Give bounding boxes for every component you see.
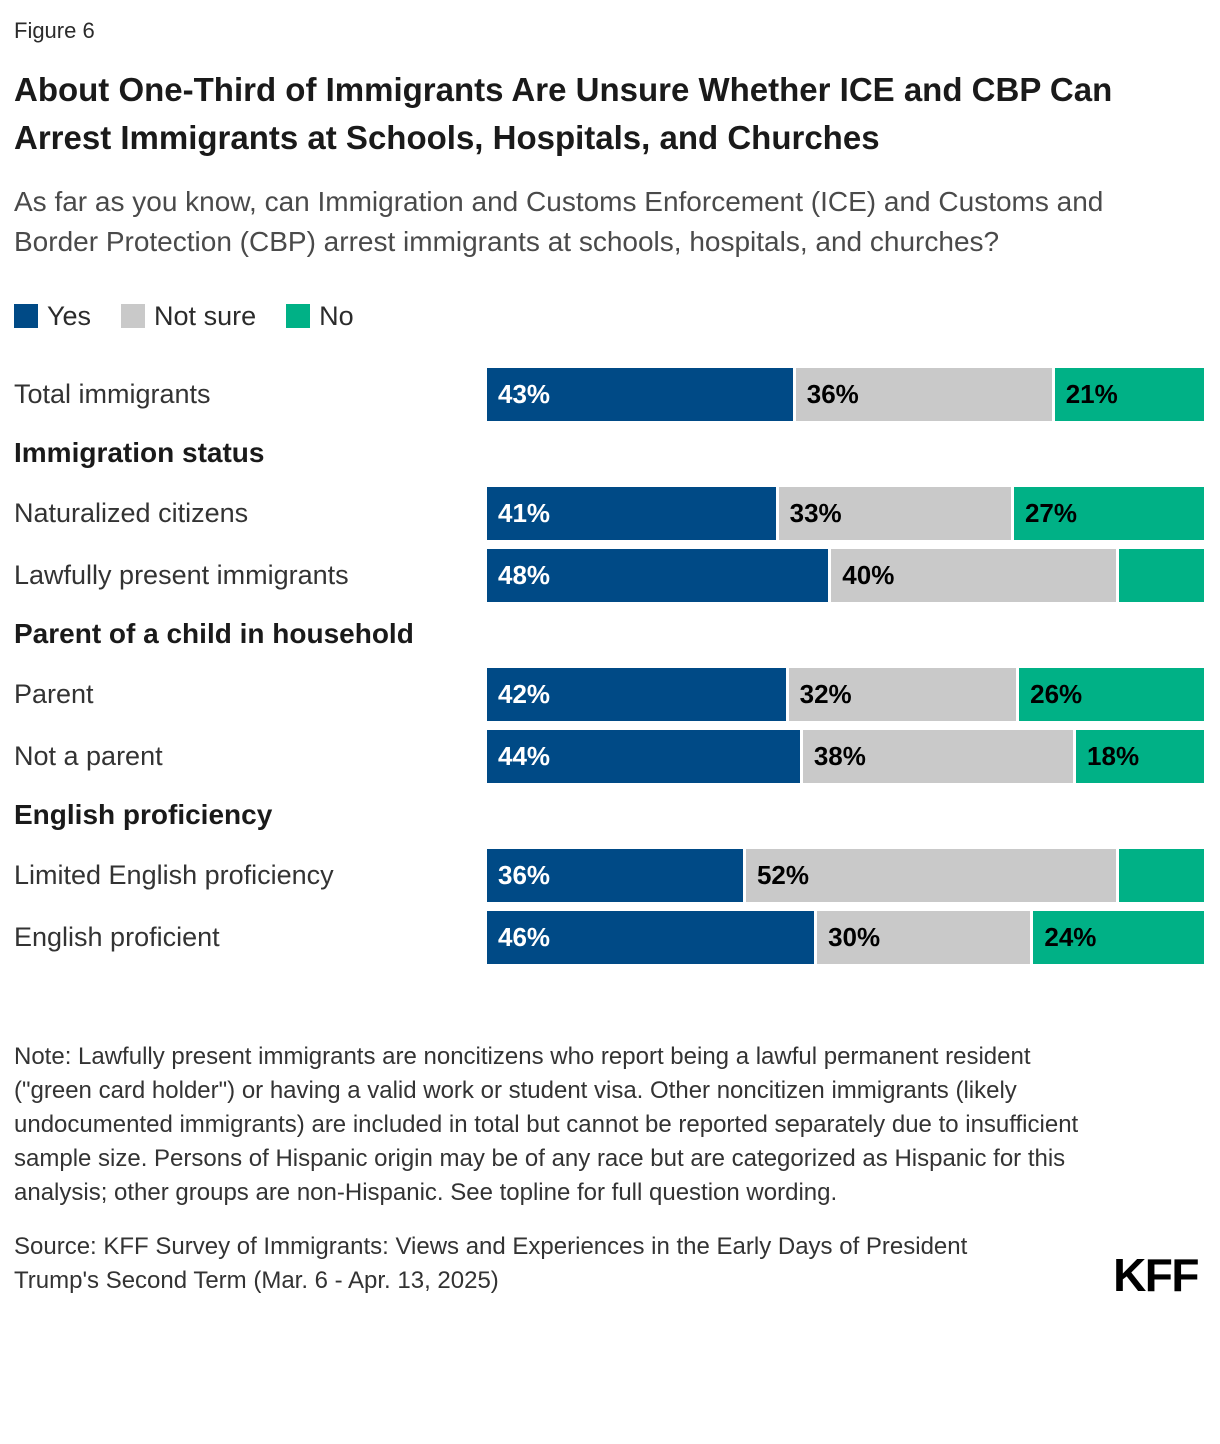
legend-item-yes: Yes (14, 301, 91, 332)
chart-subtitle: As far as you know, can Immigration and … (14, 185, 1104, 258)
bar-value-label: 26% (1030, 678, 1083, 709)
bar-track: 46% 30% 24% (487, 910, 1204, 964)
bar-value-label: 18% (1087, 740, 1140, 771)
legend-swatch-no (286, 304, 311, 329)
bar-value-label: 38% (813, 740, 866, 771)
bar-segment-yes: 41% (487, 486, 776, 540)
group-header-english-proficiency: English proficiency (14, 798, 273, 830)
group-header-immigration-status: Immigration status (14, 436, 265, 468)
bar-row-english-proficient: English proficient 46% 30% 24% (14, 910, 1204, 964)
bar-value-label: 41% (498, 497, 551, 528)
bar-value-label: 44% (498, 740, 551, 771)
bar-track: 43% 36% 21% (487, 367, 1204, 421)
bar-segment-not-sure: 52% (745, 848, 1116, 902)
bar-row-not-a-parent: Not a parent 44% 38% 18% (14, 729, 1205, 783)
bar-segment-not-sure: 33% (778, 486, 1011, 540)
bar-value-label: 30% (828, 921, 881, 952)
bar-segment-not-sure: 40% (831, 548, 1116, 602)
source-text: Source: KFF Survey of Immigrants: Views … (14, 1233, 968, 1295)
bar-value-label: 33% (789, 497, 842, 528)
bar-track: 42% 32% 26% (487, 667, 1204, 721)
bar-row-limited-english-proficiency: Limited English proficiency 36% 52% (14, 848, 1204, 902)
bar-segment-yes: 44% (487, 729, 800, 783)
bar-value-label: 21% (1065, 378, 1118, 409)
bar-track: 41% 33% 27% (487, 486, 1204, 540)
bar-segment-no: 21% (1054, 367, 1204, 421)
row-label: Lawfully present immigrants (14, 559, 349, 590)
bar-segment-no: 26% (1019, 667, 1204, 721)
bar-track: 44% 38% 18% (487, 729, 1205, 783)
legend-label: Not sure (154, 300, 257, 331)
bar-track: 48% 40% (487, 548, 1204, 602)
row-label: Limited English proficiency (14, 859, 334, 890)
bar-segment-no (1118, 548, 1204, 602)
bar-segment-no: 18% (1076, 729, 1205, 783)
legend-swatch-not-sure (121, 304, 146, 329)
row-label: English proficient (14, 921, 220, 952)
legend: Yes Not sure No (14, 301, 1204, 332)
bar-segment-not-sure: 38% (802, 729, 1074, 783)
stacked-bar-chart: Total immigrants 43% 36% 21% Immigration sta… (14, 367, 1205, 964)
bar-segment-not-sure: 30% (817, 910, 1031, 964)
bar-value-label: 36% (806, 378, 859, 409)
bar-row-naturalized-citizens: Naturalized citizens 41% 33% 27% (14, 486, 1204, 540)
bar-row-lawfully-present-immigrants: Lawfully present immigrants 48% 40% (14, 548, 1204, 602)
bar-value-label: 46% (498, 921, 551, 952)
bar-segment-yes: 43% (487, 367, 793, 421)
row-label: Not a parent (14, 740, 163, 771)
bar-value-label: 48% (498, 559, 551, 590)
bar-value-label: 42% (498, 678, 551, 709)
legend-item-not-sure: Not sure (121, 301, 256, 332)
bar-segment-no: 27% (1013, 486, 1204, 540)
bar-value-label: 27% (1024, 497, 1077, 528)
bar-segment-yes: 36% (487, 848, 743, 902)
bar-value-label: 40% (842, 559, 895, 590)
row-label: Parent (14, 678, 94, 709)
note-text: Note: Lawfully present immigrants are no… (14, 1042, 1079, 1207)
chart-title: About One-Third of Immigrants Are Unsure… (14, 71, 1113, 156)
bar-value-label: 32% (799, 678, 852, 709)
group-header-parent-of-a-child-in-household: Parent of a child in household (14, 617, 414, 649)
bar-track: 36% 52% (487, 848, 1204, 902)
legend-label: Yes (47, 300, 92, 331)
legend-label: No (319, 300, 354, 331)
legend-item-no: No (286, 301, 354, 332)
bar-segment-yes: 46% (487, 910, 815, 964)
bar-segment-yes: 48% (487, 548, 829, 602)
bar-row-parent: Parent 42% 32% 26% (14, 667, 1204, 721)
row-label: Naturalized citizens (14, 497, 249, 528)
legend-swatch-yes (14, 304, 38, 329)
footer: Source: KFF Survey of Immigrants: Views … (14, 1230, 1204, 1298)
bar-value-label: 24% (1044, 921, 1097, 952)
bar-segment-no: 24% (1033, 910, 1204, 964)
kff-logo: KFF (1113, 1249, 1199, 1302)
bar-row-total-immigrants: Total immigrants 43% 36% 21% (14, 367, 1204, 421)
figure-label: Figure 6 (14, 18, 95, 43)
bar-value-label: 52% (756, 859, 809, 890)
bar-value-label: 43% (498, 378, 551, 409)
bar-segment-yes: 42% (487, 667, 786, 721)
bar-segment-no (1118, 848, 1204, 902)
bar-segment-not-sure: 36% (795, 367, 1052, 421)
bar-segment-not-sure: 32% (788, 667, 1017, 721)
bar-value-label: 36% (498, 859, 551, 890)
row-label: Total immigrants (14, 378, 211, 409)
